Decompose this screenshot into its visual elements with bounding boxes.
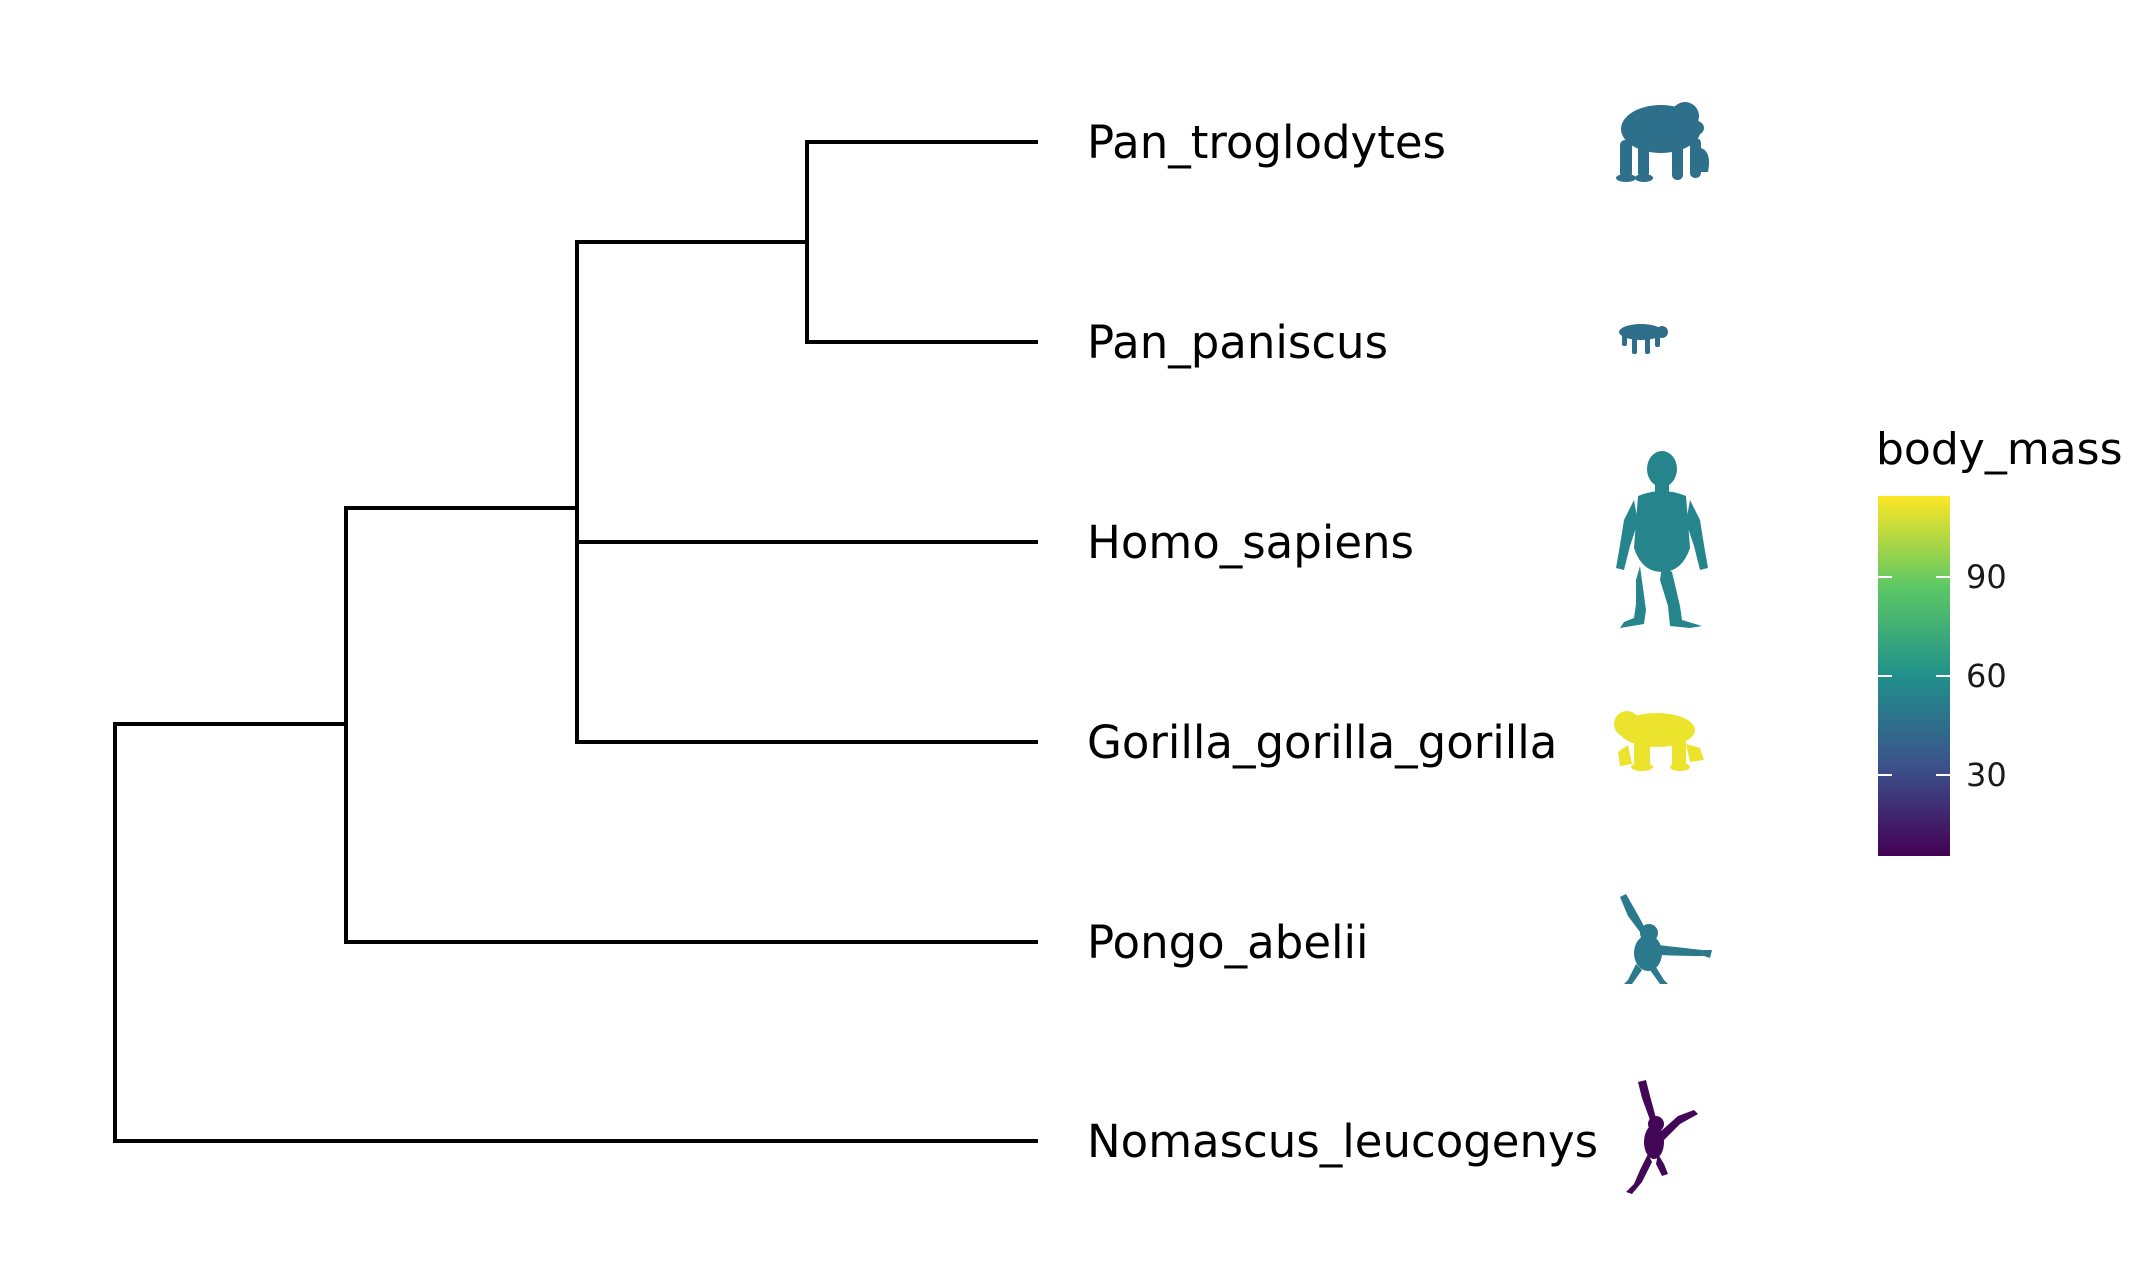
legend-tick-90: 90 (1966, 558, 2007, 596)
tip-label-gorilla: Gorilla_gorilla_gorilla (1087, 716, 1557, 769)
tip-label-pan-paniscus: Pan_paniscus (1087, 316, 1388, 369)
tip-label-homo-sapiens: Homo_sapiens (1087, 516, 1414, 569)
colorbar-ticks (1878, 576, 1950, 776)
tip-label-nomascus: Nomascus_leucogenys (1087, 1115, 1598, 1168)
bonobo-icon (1619, 324, 1668, 354)
tree-branches (113, 140, 1038, 1143)
orangutan-icon (1620, 894, 1712, 984)
tip-label-pan-troglodytes: Pan_troglodytes (1087, 116, 1446, 169)
gorilla-icon (1614, 711, 1704, 771)
legend: body_mass 90 60 30 (1876, 424, 2123, 856)
legend-title: body_mass (1876, 424, 2123, 475)
gibbon-icon (1626, 1080, 1698, 1194)
human-icon (1616, 451, 1708, 628)
chimpanzee-icon (1616, 102, 1710, 182)
tip-labels: Pan_troglodytes Pan_paniscus Homo_sapien… (1087, 116, 1598, 1168)
silhouettes (1614, 102, 1712, 1194)
legend-tick-60: 60 (1966, 657, 2007, 695)
legend-tick-30: 30 (1966, 756, 2007, 794)
tip-label-pongo: Pongo_abelii (1087, 916, 1369, 969)
